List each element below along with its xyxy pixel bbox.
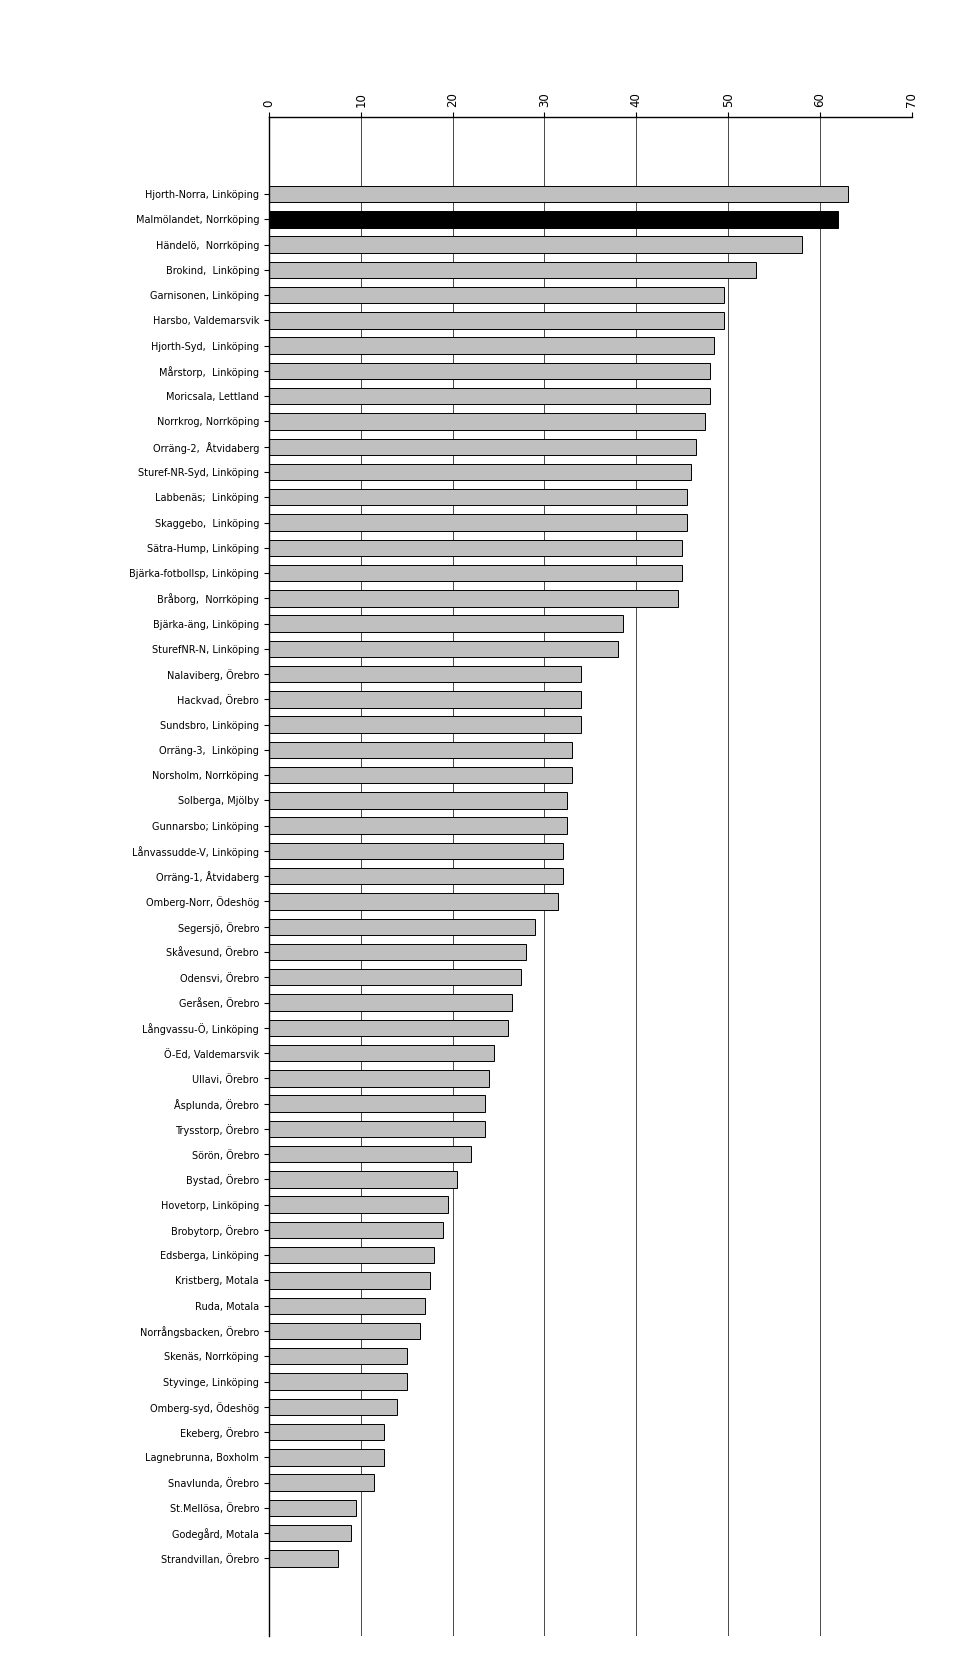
Bar (269, 439, 696, 456)
Bar (269, 918, 536, 935)
Bar (269, 237, 802, 252)
Bar (269, 387, 709, 404)
Bar (269, 464, 691, 481)
Bar (269, 768, 572, 783)
Bar (269, 1399, 397, 1415)
Bar (269, 185, 848, 202)
Bar (269, 362, 709, 379)
Bar (269, 287, 724, 304)
Bar (269, 1095, 485, 1112)
Bar (269, 1172, 457, 1188)
Bar (269, 337, 714, 354)
Bar (269, 818, 567, 834)
Bar (269, 1272, 430, 1288)
Bar (269, 616, 622, 633)
Bar (269, 1297, 425, 1314)
Bar (269, 1349, 407, 1365)
Bar (269, 741, 572, 758)
Bar (269, 970, 521, 985)
Bar (269, 489, 687, 506)
Bar (269, 539, 683, 556)
Bar (269, 1197, 448, 1213)
Bar (269, 1551, 338, 1567)
Bar (269, 995, 513, 1011)
Bar (269, 641, 618, 658)
Bar (269, 1424, 384, 1440)
Bar (269, 691, 581, 708)
Bar (269, 1474, 374, 1490)
Bar (269, 514, 687, 531)
Bar (269, 1120, 485, 1137)
Bar (269, 1020, 508, 1036)
Bar (269, 414, 706, 429)
Bar (269, 666, 581, 683)
Bar (269, 564, 683, 581)
Bar (269, 1500, 356, 1515)
Bar (269, 1147, 471, 1162)
Bar (269, 943, 526, 960)
Bar (269, 312, 724, 329)
Bar (269, 1070, 490, 1087)
Bar (269, 262, 756, 279)
Bar (269, 843, 563, 860)
Bar (269, 1374, 407, 1390)
Bar (269, 1247, 434, 1263)
Bar (269, 868, 563, 885)
Bar (269, 1449, 384, 1465)
Bar (269, 212, 838, 227)
Bar (269, 793, 567, 809)
Bar (269, 716, 581, 733)
Bar (269, 893, 559, 910)
Bar (269, 1525, 351, 1540)
Bar (269, 1222, 444, 1238)
Bar (269, 1045, 493, 1061)
Bar (269, 1324, 420, 1339)
Bar (269, 591, 678, 606)
